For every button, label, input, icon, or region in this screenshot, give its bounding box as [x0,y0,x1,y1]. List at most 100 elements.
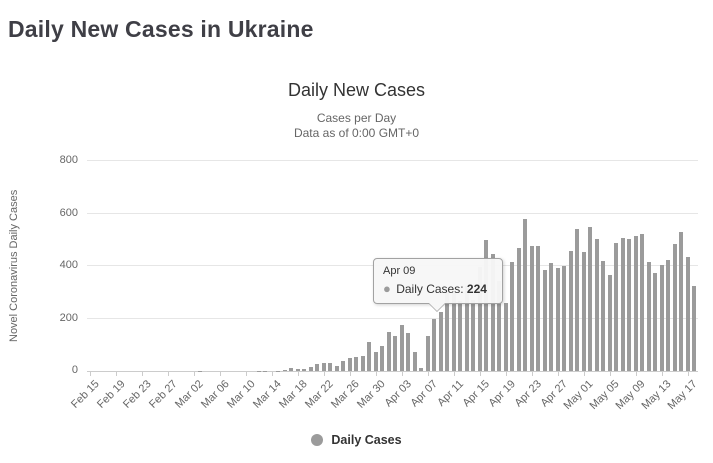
y-tick-label: 600 [59,206,78,219]
x-tick [453,372,455,376]
bar-may-09[interactable] [633,235,638,371]
x-tick [505,372,507,376]
bar-apr-24[interactable] [536,246,540,371]
gridline [87,160,698,161]
bar-apr-18[interactable] [497,280,501,371]
bar-apr-30[interactable] [575,229,579,371]
bar-apr-08[interactable] [432,318,436,371]
chart-subtitle-line1: Cases per Day [316,111,397,125]
tooltip-value: 224 [466,282,487,296]
bar-apr-12[interactable] [458,301,462,371]
x-tick-label: Mar 18 [277,378,310,411]
x-tick-label: Mar 30 [355,378,388,411]
x-tick-label: Feb 15 [69,378,102,411]
bar-mar-23[interactable] [328,363,332,371]
bar-mar-20[interactable] [308,367,313,371]
bar-apr-09[interactable] [438,312,443,371]
bar-mar-18[interactable] [295,369,300,371]
y-tick-label: 400 [59,259,78,271]
bar-apr-14[interactable] [471,300,475,371]
bar-mar-27[interactable] [354,356,358,371]
x-tick [557,372,559,376]
bar-may-08[interactable] [627,238,631,371]
bar-may-03[interactable] [594,239,599,371]
bar-apr-16[interactable] [484,239,488,371]
bar-apr-29[interactable] [568,251,573,371]
bar-apr-17[interactable] [490,254,495,371]
x-tick [297,372,299,376]
x-tick-label: Apr 23 [512,378,544,410]
bar-may-06[interactable] [614,243,618,371]
bar-mar-17[interactable] [289,368,293,371]
bar-may-16[interactable] [679,232,683,371]
bar-may-02[interactable] [588,226,592,371]
bar-apr-15[interactable] [477,266,482,371]
x-tick [89,372,91,376]
legend[interactable]: Daily Cases [0,433,713,447]
bar-apr-11[interactable] [451,290,456,371]
bar-apr-25[interactable] [542,269,547,371]
bar-may-13[interactable] [659,265,664,371]
bar-may-12[interactable] [653,272,657,371]
bar-may-17[interactable] [685,257,690,371]
bar-apr-13[interactable] [464,285,469,371]
x-tick [401,372,403,376]
bar-may-18[interactable] [692,285,696,371]
x-tick-label: Feb 27 [147,378,180,411]
bar-mar-31[interactable] [380,345,384,371]
y-tick-label: 200 [59,311,78,324]
bar-mar-22[interactable] [321,362,326,371]
bar-apr-28[interactable] [562,265,566,371]
bar-apr-07[interactable] [425,335,430,371]
bar-mar-25[interactable] [341,361,345,371]
tooltip-row: ● Daily Cases: 224 [383,281,493,296]
page-title: Daily New Cases in Ukraine [8,16,314,42]
bar-may-05[interactable] [607,274,612,371]
bar-apr-10[interactable] [445,289,449,371]
bar-apr-22[interactable] [523,219,527,371]
bar-mar-16[interactable] [282,369,287,371]
bar-may-07[interactable] [620,237,625,371]
bar-may-15[interactable] [672,244,677,371]
bar-mar-29[interactable] [367,342,371,371]
bar-mar-24[interactable] [334,366,339,371]
bar-mar-19[interactable] [302,369,306,371]
x-tick [583,372,585,376]
plot-area [87,160,698,376]
bar-mar-28[interactable] [360,356,365,371]
bar-may-04[interactable] [601,261,605,371]
x-tick [427,372,429,376]
x-tick [531,372,533,376]
bar-apr-27[interactable] [555,268,560,371]
bar-may-11[interactable] [646,261,651,371]
bar-apr-23[interactable] [529,245,534,371]
bar-may-10[interactable] [640,233,644,371]
bar-may-01[interactable] [581,251,586,371]
x-tick [661,372,663,376]
x-tick [375,372,377,376]
x-tick-label: Apr 15 [460,378,492,410]
bar-mar-30[interactable] [373,351,378,371]
bar-apr-01[interactable] [386,331,391,371]
bar-apr-05[interactable] [412,351,417,371]
x-tick-label: Mar 22 [303,378,336,411]
bar-apr-06[interactable] [419,368,423,371]
bar-apr-20[interactable] [510,262,514,371]
y-tick-label: 0 [71,364,78,376]
bar-apr-26[interactable] [549,263,553,371]
x-tick [219,372,221,376]
tooltip-date: Apr 09 [383,265,416,277]
bar-apr-03[interactable] [399,325,404,371]
tooltip-series-label: Daily Cases: [396,282,464,296]
x-tick [245,372,247,376]
bar-apr-21[interactable] [516,248,521,371]
bar-apr-02[interactable] [393,335,397,371]
x-tick [115,372,117,376]
bar-apr-04[interactable] [406,333,410,371]
bar-mar-26[interactable] [347,358,352,371]
bar-may-14[interactable] [666,260,670,371]
bar-mar-21[interactable] [315,364,319,371]
legend-label: Daily Cases [331,433,402,447]
bar-apr-19[interactable] [503,302,508,371]
chart-subtitle-line2: Data as of 0:00 GMT+0 [293,126,420,140]
